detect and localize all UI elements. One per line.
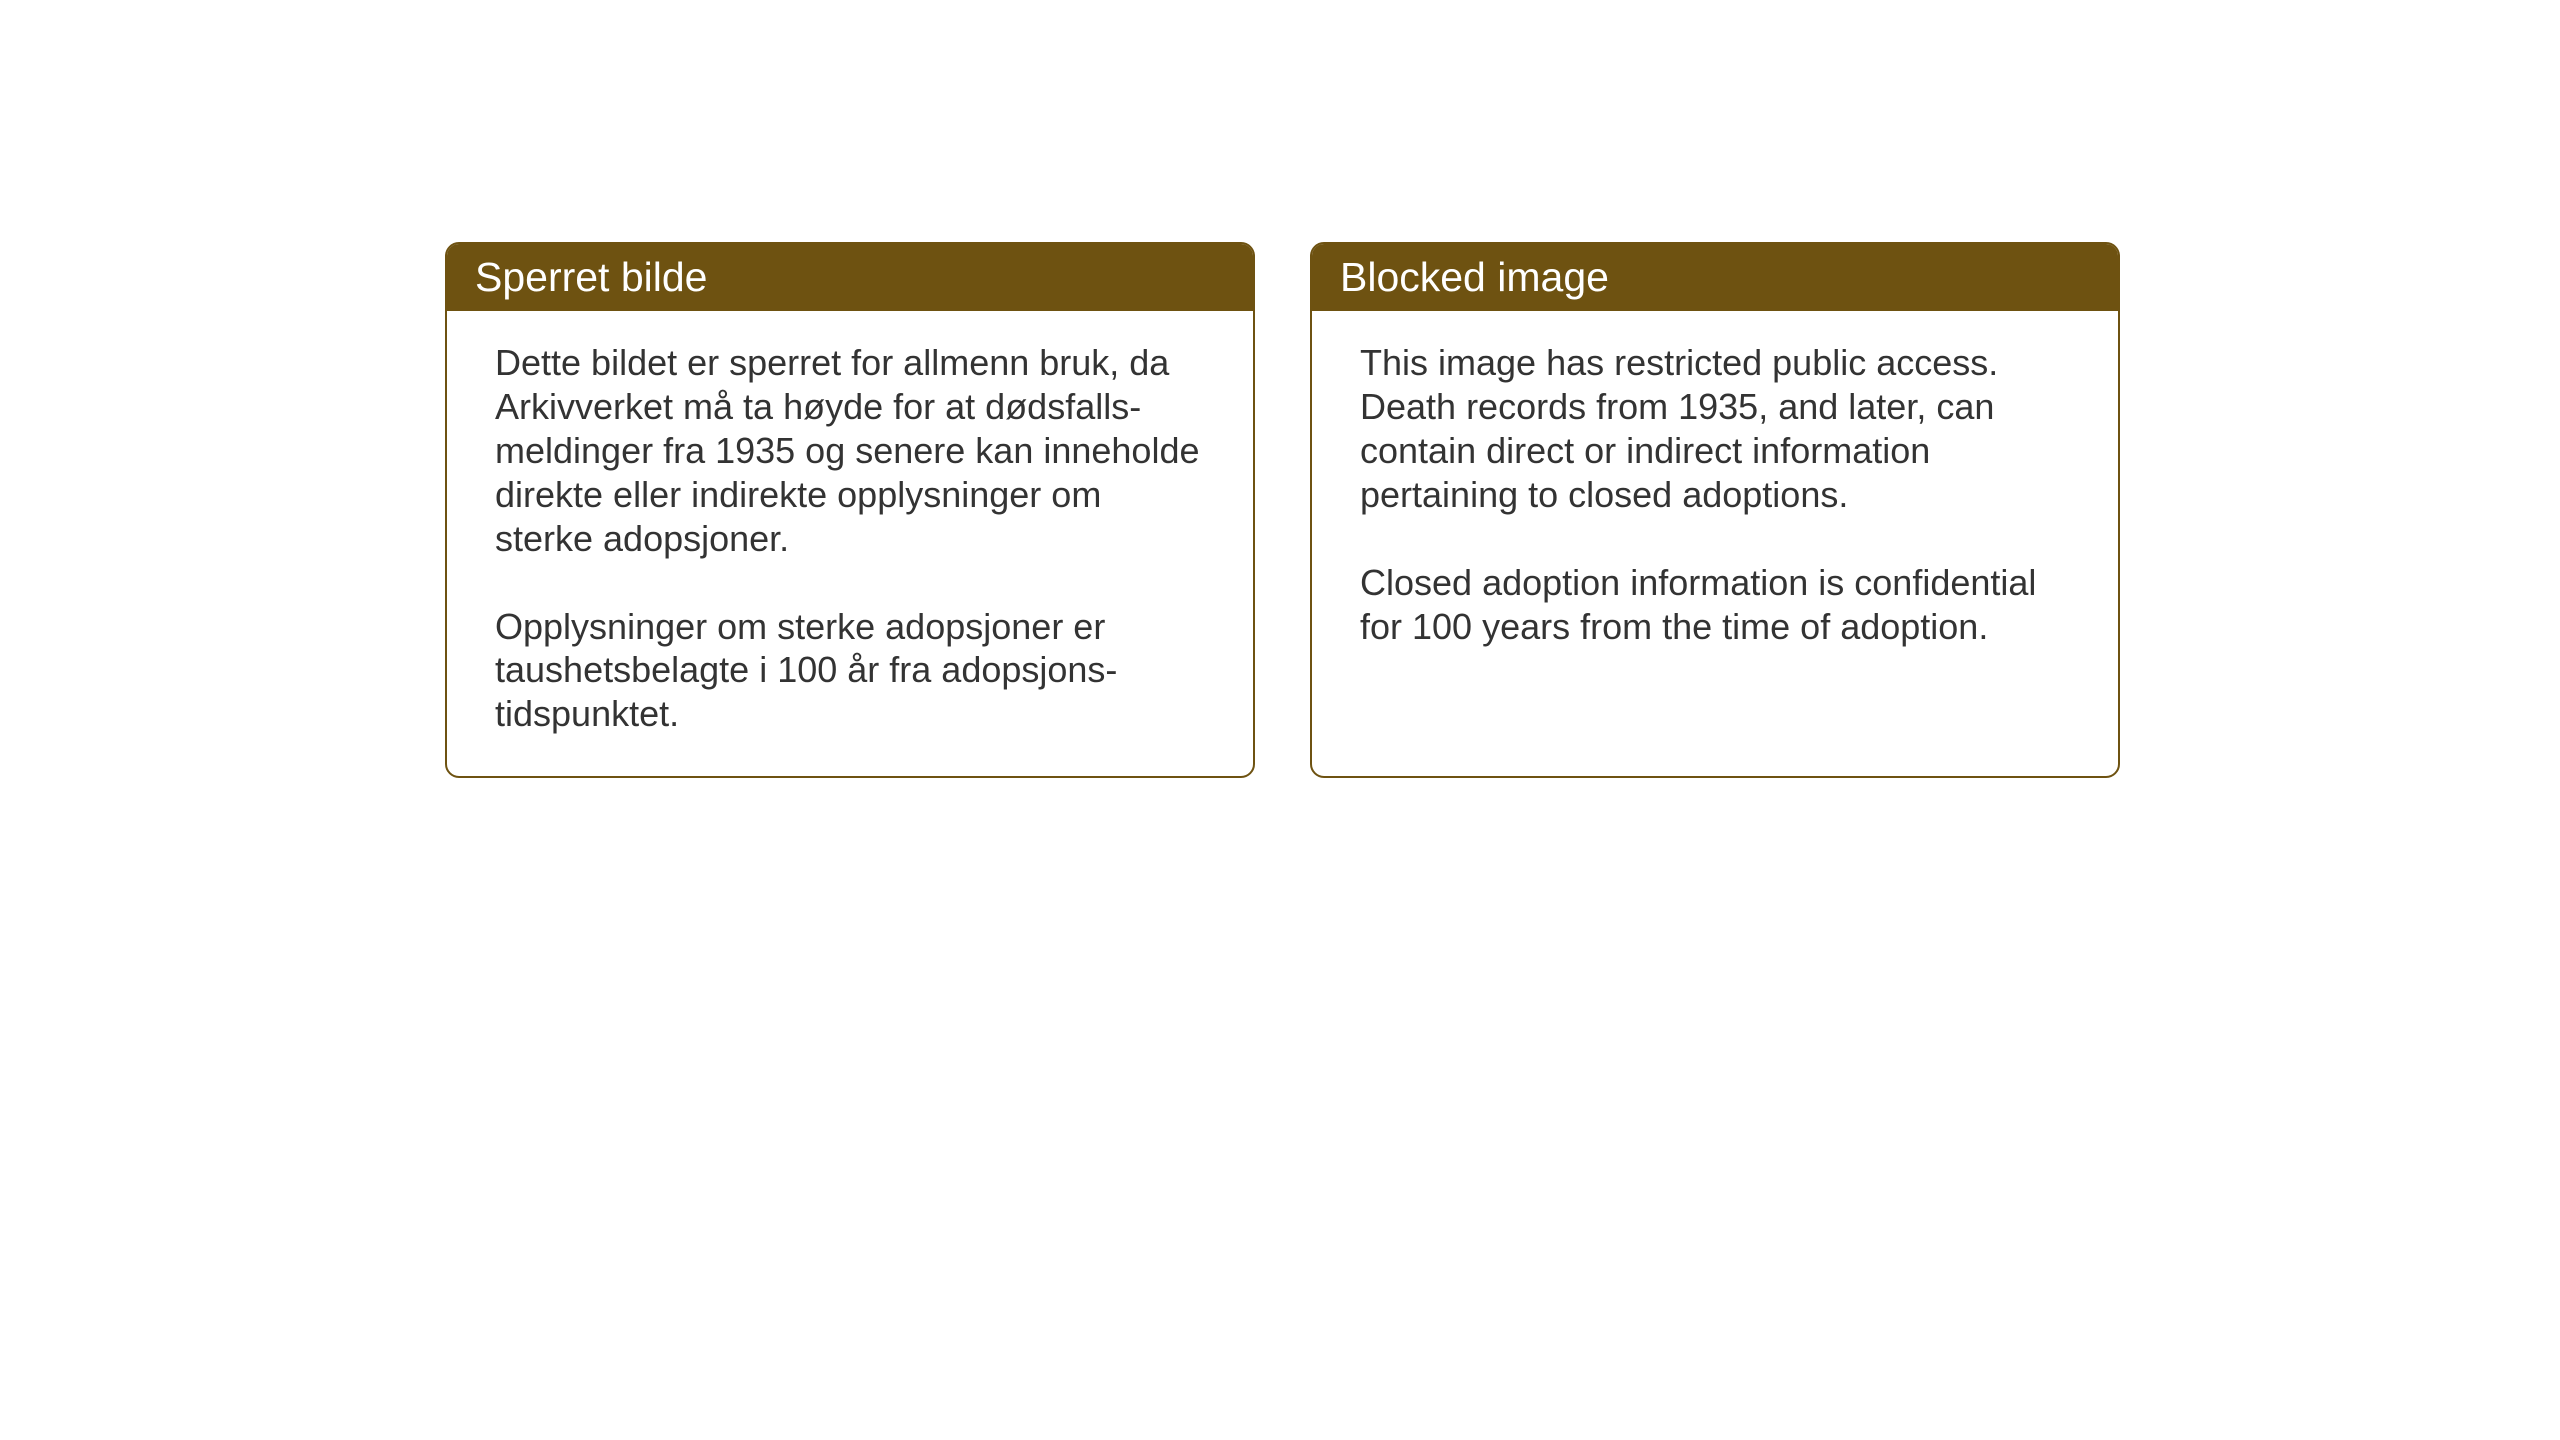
norwegian-paragraph-2: Opplysninger om sterke adopsjoner er tau…	[495, 605, 1205, 737]
norwegian-card-title: Sperret bilde	[447, 244, 1253, 311]
notice-cards-container: Sperret bilde Dette bildet er sperret fo…	[445, 242, 2120, 778]
english-paragraph-2: Closed adoption information is confident…	[1360, 561, 2070, 649]
norwegian-card-body: Dette bildet er sperret for allmenn bruk…	[447, 311, 1253, 776]
english-paragraph-1: This image has restricted public access.…	[1360, 341, 2070, 517]
norwegian-paragraph-1: Dette bildet er sperret for allmenn bruk…	[495, 341, 1205, 561]
english-notice-card: Blocked image This image has restricted …	[1310, 242, 2120, 778]
english-card-title: Blocked image	[1312, 244, 2118, 311]
norwegian-notice-card: Sperret bilde Dette bildet er sperret fo…	[445, 242, 1255, 778]
english-card-body: This image has restricted public access.…	[1312, 311, 2118, 741]
